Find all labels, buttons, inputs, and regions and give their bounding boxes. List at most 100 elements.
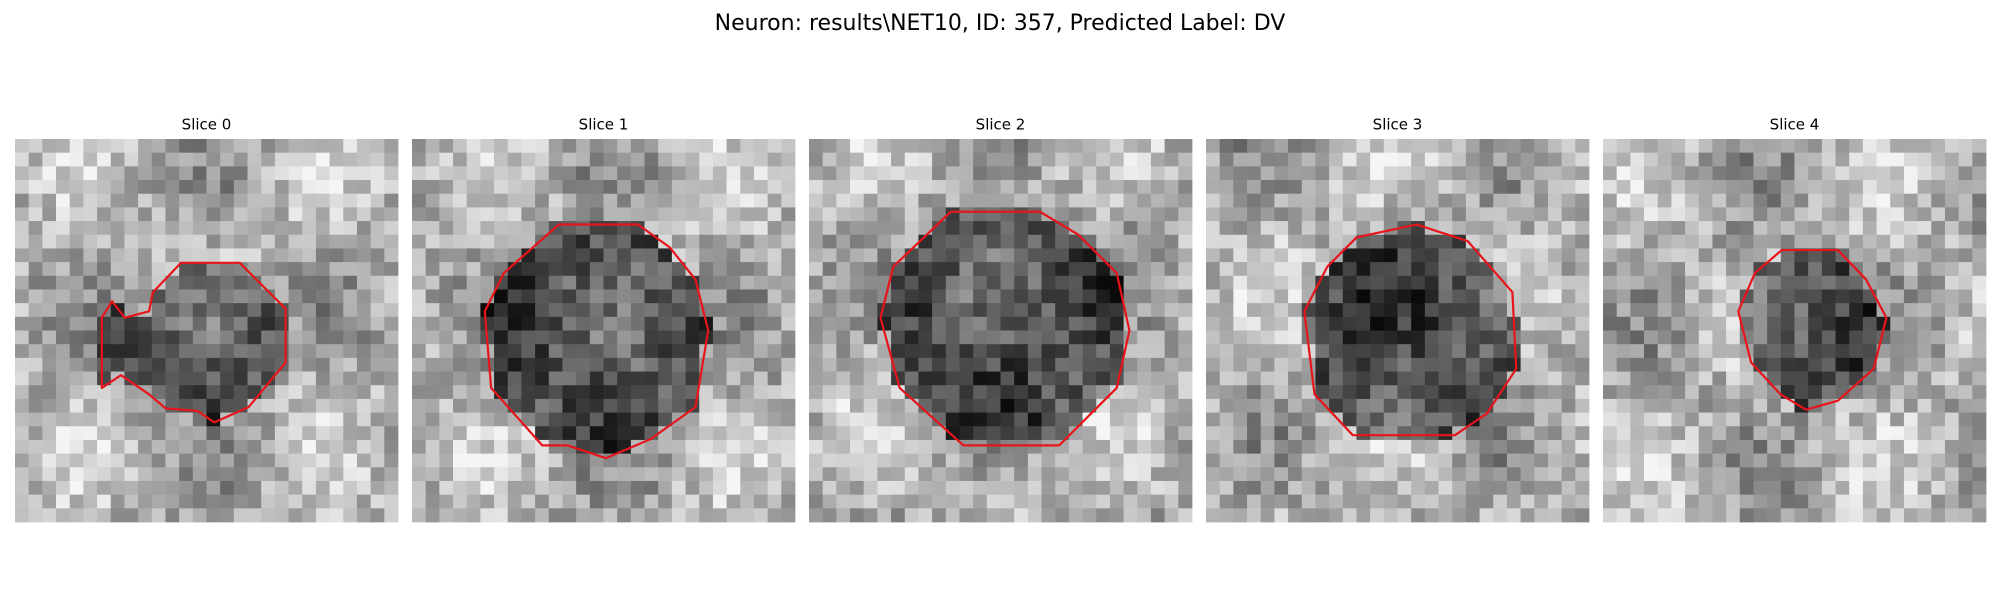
pixel [425,248,440,263]
pixel [1370,193,1385,208]
pixel [1370,262,1385,277]
pixel [658,166,673,181]
pixel [877,221,892,236]
pixel [274,439,289,454]
pixel [1109,494,1124,509]
pixel [1876,357,1891,372]
pixel [302,439,317,454]
pixel [1917,453,1932,468]
pixel [781,166,796,181]
pixel [329,316,344,331]
pixel [740,289,755,304]
pixel [1247,426,1262,441]
pixel [1944,494,1960,509]
pixel [1821,289,1836,304]
pixel [809,385,824,400]
pixel [521,207,536,222]
pixel [891,453,906,468]
pixel [1821,180,1836,195]
pixel [1055,494,1070,509]
pixel [1616,234,1631,249]
pixel [1561,467,1576,482]
pixel [1342,330,1357,345]
pixel [343,330,358,345]
pixel [1575,289,1590,304]
pixel [1150,439,1166,454]
pixel [603,494,618,509]
pixel [1958,398,1973,413]
pixel [1862,193,1877,208]
pixel [891,467,906,482]
pixel [1288,234,1303,249]
pixel [1849,180,1864,195]
pixel [562,357,577,372]
pixel [1753,344,1768,359]
pixel [302,207,317,222]
pixel [315,303,330,318]
pixel [28,262,43,277]
pixel [247,330,262,345]
pixel [315,262,330,277]
pixel [1794,494,1809,509]
pixel [850,398,865,413]
pixel [1452,303,1467,318]
pixel [1917,412,1932,427]
pixel [1506,453,1521,468]
pixel [1247,439,1262,454]
pixel [247,467,262,482]
pixel [685,330,700,345]
pixel [1274,330,1289,345]
pixel [1096,289,1111,304]
pixel [1603,508,1618,523]
pixel [918,357,933,372]
pixel [1644,262,1659,277]
pixel [425,289,440,304]
pixel [97,139,112,154]
pixel [658,180,673,195]
pixel [1903,193,1918,208]
pixel [822,494,837,509]
pixel [1150,262,1166,277]
pixel [781,152,796,167]
pixel [1027,166,1042,181]
pixel [1301,289,1316,304]
pixel [1671,289,1686,304]
pixel [1041,371,1056,386]
pixel [1534,508,1549,523]
pixel [918,193,933,208]
pixel [986,275,1001,290]
pixel [932,193,947,208]
pixel [836,207,851,222]
pixel [1972,303,1987,318]
pixel [83,508,98,523]
pixel [781,385,796,400]
pixel [138,453,153,468]
pixel [356,289,372,304]
pixel [97,508,112,523]
pixel [959,221,974,236]
pixel [1780,494,1795,509]
pixel [1137,166,1152,181]
pixel [1411,467,1426,482]
pixel [425,193,440,208]
pixel [1712,426,1727,441]
pixel [480,248,495,263]
pixel [1082,234,1097,249]
pixel [904,412,919,427]
pixel [15,371,30,386]
pixel [165,180,180,195]
pixel [753,344,769,359]
pixel [521,385,536,400]
pixel [986,262,1001,277]
pixel [1506,398,1521,413]
pixel [83,480,98,496]
pixel [1000,439,1015,454]
pixel [1383,494,1398,509]
pixel [1247,412,1262,427]
pixel [521,508,536,523]
pixel [576,275,591,290]
pixel [302,357,317,372]
pixel [1547,207,1563,222]
pixel [589,480,604,496]
pixel [1150,508,1166,523]
